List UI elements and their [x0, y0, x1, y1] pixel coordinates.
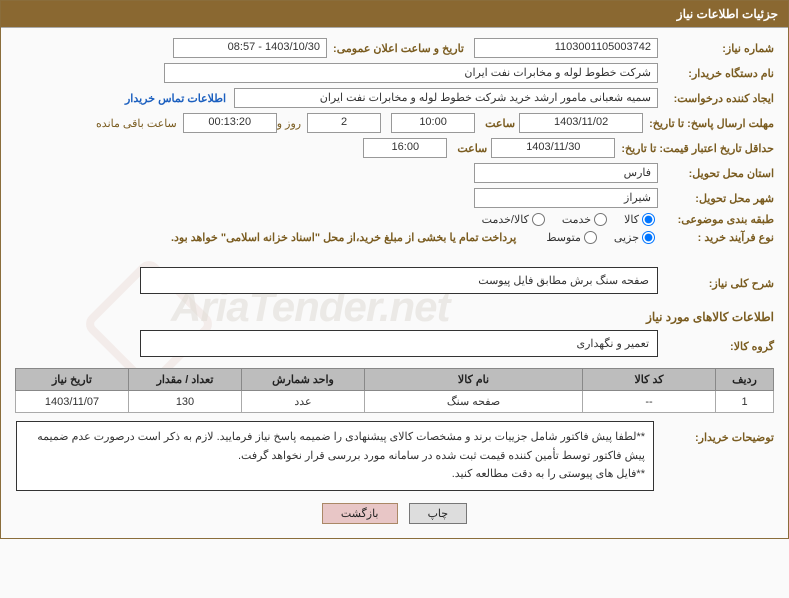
public-datetime-value: 1403/10/30 - 08:57	[173, 38, 327, 58]
overall-desc-label: شرح کلی نیاز:	[658, 277, 774, 290]
goods-group-value: تعمیر و نگهداری	[140, 330, 658, 357]
countdown-value: 00:13:20	[183, 113, 277, 133]
classification-label: طبقه بندی موضوعی:	[658, 213, 774, 226]
validity-date-value: 1403/11/30	[491, 138, 615, 158]
buyer-notes-line1: **لطفا پیش فاکتور شامل جزییات برند و مشخ…	[25, 428, 645, 465]
deadline-label: مهلت ارسال پاسخ: تا تاریخ:	[643, 117, 774, 130]
buyer-notes-box: **لطفا پیش فاکتور شامل جزییات برند و مشخ…	[16, 421, 654, 491]
th-unit: واحد شمارش	[242, 369, 365, 391]
deadline-time-label: ساعت	[475, 117, 519, 130]
cell-unit: عدد	[242, 391, 365, 413]
validity-time-value: 16:00	[363, 138, 447, 158]
back-button[interactable]: بازگشت	[322, 503, 398, 524]
print-button[interactable]: چاپ	[409, 503, 468, 524]
validity-time-label: ساعت	[447, 142, 491, 155]
class-both-radio[interactable]	[532, 213, 545, 226]
deadline-time-value: 10:00	[391, 113, 475, 133]
public-datetime-label: تاریخ و ساعت اعلان عمومی:	[327, 42, 464, 55]
panel-title: جزئیات اطلاعات نیاز	[1, 1, 788, 27]
cell-qty: 130	[129, 391, 242, 413]
deadline-date-value: 1403/11/02	[519, 113, 643, 133]
class-service-label: خدمت	[562, 213, 591, 226]
th-row: ردیف	[716, 369, 774, 391]
panel-body: AriaTender.net شماره نیاز: 1103001105003…	[1, 27, 788, 538]
remaining-days-value: 2	[307, 113, 381, 133]
buyer-notes-line2: **فایل های پیوستی را به دقت مطالعه کنید.	[25, 465, 645, 484]
th-need-date: تاریخ نیاز	[16, 369, 129, 391]
proc-medium-label: متوسط	[546, 231, 581, 244]
overall-desc-value: صفحه سنگ برش مطابق فایل پیوست	[140, 267, 658, 294]
need-number-value: 1103001105003742	[474, 38, 658, 58]
goods-table: ردیف کد کالا نام کالا واحد شمارش تعداد /…	[15, 368, 774, 413]
th-qty: تعداد / مقدار	[129, 369, 242, 391]
cell-code: --	[583, 391, 716, 413]
days-and-label: روز و	[277, 117, 301, 130]
buyer-contact-link[interactable]: اطلاعات تماس خریدار	[125, 92, 226, 105]
buyer-org-value: شرکت خطوط لوله و مخابرات نفت ایران	[164, 63, 658, 83]
city-value: شیراز	[474, 188, 658, 208]
cell-name: صفحه سنگ	[365, 391, 583, 413]
validity-label: حداقل تاریخ اعتبار قیمت: تا تاریخ:	[615, 142, 774, 155]
cell-need-date: 1403/11/07	[16, 391, 129, 413]
button-row: چاپ بازگشت	[15, 503, 774, 524]
th-name: نام کالا	[365, 369, 583, 391]
class-goods-radio[interactable]	[642, 213, 655, 226]
requester-label: ایجاد کننده درخواست:	[658, 92, 774, 105]
table-row: 1 -- صفحه سنگ عدد 130 1403/11/07	[16, 391, 774, 413]
class-both-label: کالا/خدمت	[482, 213, 529, 226]
class-service-radio[interactable]	[594, 213, 607, 226]
process-type-label: نوع فرآیند خرید :	[658, 231, 774, 244]
proc-partial-radio[interactable]	[642, 231, 655, 244]
th-code: کد کالا	[583, 369, 716, 391]
goods-group-label: گروه کالا:	[658, 340, 774, 353]
goods-info-title: اطلاعات کالاهای مورد نیاز	[15, 310, 774, 324]
province-label: استان محل تحویل:	[658, 167, 774, 180]
city-label: شهر محل تحویل:	[658, 192, 774, 205]
details-panel: جزئیات اطلاعات نیاز AriaTender.net شماره…	[0, 0, 789, 539]
treasury-note: پرداخت تمام یا بخشی از مبلغ خرید،از محل …	[171, 231, 516, 244]
need-number-label: شماره نیاز:	[658, 42, 774, 55]
table-header-row: ردیف کد کالا نام کالا واحد شمارش تعداد /…	[16, 369, 774, 391]
class-goods-label: کالا	[624, 213, 639, 226]
cell-row: 1	[716, 391, 774, 413]
buyer-notes-label: توضیحات خریدار:	[658, 421, 774, 444]
hours-remaining-label: ساعت باقی مانده	[96, 117, 177, 130]
proc-medium-radio[interactable]	[584, 231, 597, 244]
requester-value: سمیه شعبانی مامور ارشد خرید شرکت خطوط لو…	[234, 88, 658, 108]
province-value: فارس	[474, 163, 658, 183]
proc-partial-label: جزیی	[614, 231, 639, 244]
buyer-org-label: نام دستگاه خریدار:	[658, 67, 774, 80]
